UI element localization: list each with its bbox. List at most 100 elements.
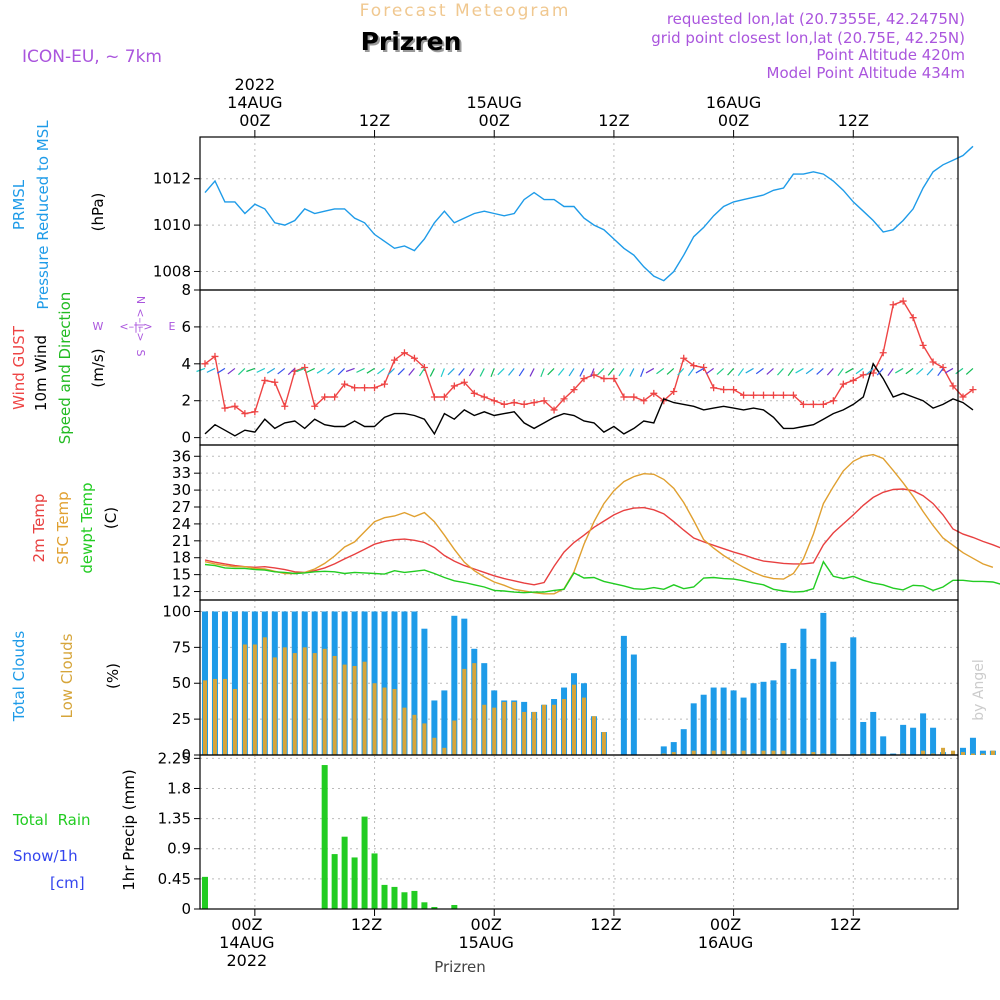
bar-low_clouds <box>761 750 766 755</box>
bar-low_clouds <box>951 750 956 755</box>
bar-low_clouds <box>412 714 417 755</box>
gust-point <box>610 375 618 383</box>
bar-total_clouds <box>381 611 388 755</box>
bar-low_clouds <box>751 753 756 755</box>
temp-unit: (C) <box>102 507 120 529</box>
bar-low_clouds <box>262 637 267 755</box>
gust-point <box>710 384 718 392</box>
pressure-unit: (hPa) <box>89 193 107 232</box>
bottom-time-label: 00Z <box>710 915 741 934</box>
wind-direction-arrow <box>755 367 764 375</box>
bar-total_clouds <box>900 724 907 755</box>
bar-rain <box>391 886 398 909</box>
bar-total_clouds <box>401 611 408 755</box>
gust-point <box>271 378 279 386</box>
bar-low_clouds <box>492 707 497 755</box>
wind-direction-arrow <box>666 367 675 375</box>
bar-low_clouds <box>292 653 297 755</box>
series-pressure-line <box>204 145 974 282</box>
gust-point <box>600 375 608 383</box>
bar-rain <box>451 904 458 909</box>
bar-low_clouds <box>781 750 786 755</box>
series-dewpt-line <box>204 560 1000 594</box>
y-tick-label: 27 <box>172 498 191 516</box>
bar-low_clouds <box>731 753 736 755</box>
panel-pressure: 1008 1010 1012 <box>153 136 974 291</box>
bar-low_clouds <box>432 737 437 755</box>
bar-total_clouds <box>620 635 627 755</box>
top-time-label: 14AUG <box>227 93 282 112</box>
bar-low_clouds <box>661 753 666 755</box>
bar-total_clouds <box>431 700 438 755</box>
temp-side-labels: 2m Temp SFC Temp dewpt Temp (C) <box>30 482 120 573</box>
wind-direction-arrow <box>196 367 206 373</box>
wind-direction-arrow <box>590 368 595 378</box>
gust-point <box>690 362 698 370</box>
top-time-label: 16AUG <box>706 93 761 112</box>
gust-point <box>650 389 658 397</box>
y-tick-label: 30 <box>172 481 191 499</box>
bar-total_clouds <box>770 680 777 755</box>
bar-low_clouds <box>502 701 507 755</box>
gust-point <box>849 376 857 384</box>
gust-point <box>480 393 488 401</box>
wind-direction-arrow <box>737 368 745 377</box>
wind-direction-arrow <box>926 368 934 376</box>
bar-total_clouds <box>700 694 707 755</box>
bar-low_clouds <box>312 653 317 755</box>
wind-direction-arrow <box>287 367 296 376</box>
gust-point <box>341 380 349 388</box>
bar-total_clouds <box>920 713 927 755</box>
bar-low_clouds <box>591 716 596 755</box>
bar-low_clouds <box>861 753 866 755</box>
total-clouds-label: Total Clouds <box>10 631 28 723</box>
bar-rain <box>321 765 328 909</box>
bar-total_clouds <box>720 687 727 755</box>
wind-direction-arrow <box>557 368 565 376</box>
bar-low_clouds <box>562 699 567 755</box>
wind-direction-arrow <box>776 368 784 376</box>
bar-total_clouds <box>850 637 857 755</box>
bar-total_clouds <box>710 687 717 755</box>
bar-low_clouds <box>771 750 776 755</box>
top-time-label: 2022 <box>234 75 275 94</box>
bar-rain <box>421 902 428 909</box>
gust-point <box>281 402 289 410</box>
wind-direction-arrow <box>490 368 495 378</box>
gust-point <box>580 375 588 383</box>
bar-low_clouds <box>342 664 347 755</box>
bar-low_clouds <box>202 680 207 755</box>
temp2m-label: 2m Temp <box>30 494 48 563</box>
wind-direction-arrow <box>256 367 266 373</box>
wind-direction-arrow <box>645 367 655 374</box>
cloud-unit: (%) <box>104 663 122 689</box>
gust-point <box>680 354 688 362</box>
wind-direction-arrow <box>458 368 465 376</box>
bar-low_clouds <box>272 657 277 755</box>
series-gust-line <box>204 300 974 415</box>
bar-low_clouds <box>552 704 557 755</box>
gust-point <box>400 349 408 357</box>
point-altitude: Point Altitude 420m <box>816 46 965 64</box>
bar-low_clouds <box>452 720 457 755</box>
gust-point <box>839 380 847 388</box>
bar-low_clouds <box>352 666 357 755</box>
bar-rain <box>371 853 378 909</box>
wind-direction-arrow <box>866 367 874 375</box>
bar-rain <box>331 854 338 909</box>
bar-total_clouds <box>690 703 697 755</box>
bar-low_clouds <box>821 753 826 755</box>
bar-total_clouds <box>930 727 937 755</box>
bar-low_clouds <box>601 732 606 755</box>
bar-total_clouds <box>780 643 787 755</box>
prmsl-label: PRMSL <box>10 179 28 230</box>
compass-w: W <box>93 320 104 333</box>
bar-low_clouds <box>542 704 547 755</box>
bar-low_clouds <box>222 678 227 755</box>
compass-arrows-v: <–|–> <box>134 308 147 341</box>
wind-direction-arrow <box>805 367 814 375</box>
bar-low_clouds <box>362 661 367 755</box>
bar-total_clouds <box>411 611 418 755</box>
wind-direction-arrow <box>468 368 475 377</box>
